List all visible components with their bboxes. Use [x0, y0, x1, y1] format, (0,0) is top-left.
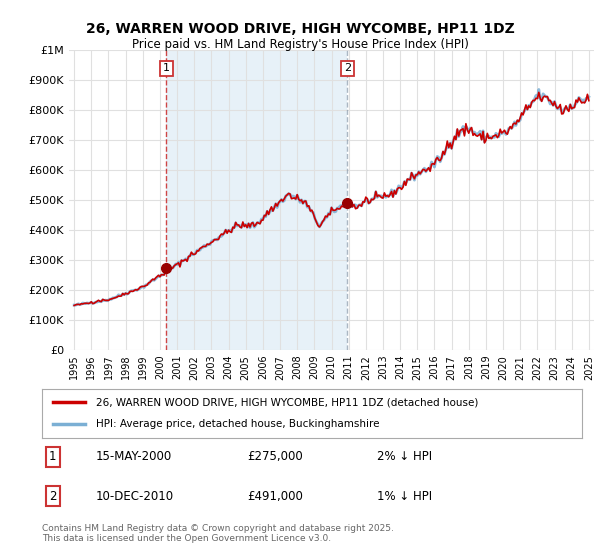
Text: Contains HM Land Registry data © Crown copyright and database right 2025.
This d: Contains HM Land Registry data © Crown c…: [42, 524, 394, 543]
Text: 26, WARREN WOOD DRIVE, HIGH WYCOMBE, HP11 1DZ (detached house): 26, WARREN WOOD DRIVE, HIGH WYCOMBE, HP1…: [96, 398, 478, 408]
Text: 26, WARREN WOOD DRIVE, HIGH WYCOMBE, HP11 1DZ: 26, WARREN WOOD DRIVE, HIGH WYCOMBE, HP1…: [86, 22, 514, 36]
Text: 2: 2: [344, 63, 351, 73]
Text: 2: 2: [49, 489, 56, 502]
Text: 1% ↓ HPI: 1% ↓ HPI: [377, 489, 432, 502]
Bar: [166, 50, 347, 350]
Text: Price paid vs. HM Land Registry's House Price Index (HPI): Price paid vs. HM Land Registry's House …: [131, 38, 469, 50]
Text: 2% ↓ HPI: 2% ↓ HPI: [377, 450, 432, 463]
Text: 1: 1: [49, 450, 56, 463]
Text: HPI: Average price, detached house, Buckinghamshire: HPI: Average price, detached house, Buck…: [96, 419, 380, 429]
Text: £275,000: £275,000: [247, 450, 303, 463]
Text: £491,000: £491,000: [247, 489, 303, 502]
Text: 1: 1: [163, 63, 170, 73]
Text: 10-DEC-2010: 10-DEC-2010: [96, 489, 174, 502]
Text: 15-MAY-2000: 15-MAY-2000: [96, 450, 172, 463]
